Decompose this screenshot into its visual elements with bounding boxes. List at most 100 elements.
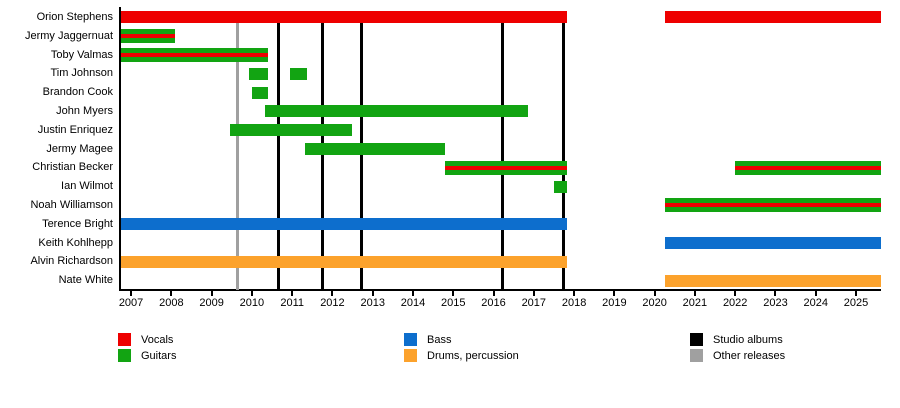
studio-album-line [561,21,565,290]
x-tick-label: 2016 [481,297,506,309]
x-tick [492,290,495,296]
member-bar-guitars [121,48,269,62]
x-tick-label: 2013 [360,297,385,309]
other-release-line [236,21,240,290]
x-tick-label: 2012 [320,297,345,309]
legend-label: Vocals [141,333,174,346]
member-label: Terence Bright [42,217,113,230]
x-tick-label: 2023 [763,297,788,309]
legend-swatch-bass [404,333,417,346]
y-axis [119,7,121,291]
x-tick-label: 2007 [118,297,144,309]
member-label: Christian Becker [32,161,113,174]
x-tick [613,290,616,296]
member-label: Toby Valmas [50,48,113,61]
x-tick [170,290,173,296]
member-bar-guitars [248,67,269,80]
x-tick-label: 2010 [239,297,265,309]
member-bar-drums [665,274,881,287]
member-bar-bass [121,218,567,231]
legend-item: Bass [404,332,519,347]
x-tick-label: 2025 [843,297,869,309]
x-tick [411,290,414,296]
legend-column: Studio albums Other releases [690,332,785,364]
x-tick [693,290,696,296]
studio-album-line [321,21,325,290]
member-bar-vocals [665,11,881,24]
x-tick [250,290,253,296]
x-tick-label: 2022 [722,297,748,309]
member-bar-guitars [290,67,308,80]
x-tick [653,290,656,296]
x-tick [573,290,576,296]
legend-swatch-guitars [118,349,131,362]
member-label: Orion Stephens [36,11,113,23]
x-tick [532,290,535,296]
x-tick-label: 2008 [159,297,184,309]
legend-swatch-other_releases [690,349,703,362]
studio-album-line [359,21,363,290]
x-tick [814,290,817,296]
x-axis [119,289,881,291]
legend-label: Drums, percussion [427,349,519,362]
member-label: Noah Williamson [30,199,113,211]
member-bar-guitars [121,29,175,44]
member-label: Jermy Magee [46,142,113,155]
studio-album-line [276,21,280,290]
x-tick [734,290,737,296]
x-tick [855,290,858,296]
vocals-stripe [445,165,567,170]
legend-column: Bass Drums, percussion [404,332,519,364]
x-tick-label: 2017 [521,297,547,309]
vocals-stripe [121,53,269,57]
member-bar-vocals [121,11,567,24]
legend-item: Vocals [118,332,176,347]
member-bar-guitars [265,105,528,118]
member-bar-guitars [445,160,567,175]
legend-label: Other releases [713,349,786,362]
member-label: Nate White [58,274,113,287]
member-label: Keith Kohlhepp [38,236,113,249]
member-label: John Myers [56,105,113,117]
x-tick-label: 2024 [803,297,828,309]
member-bar-guitars [735,160,881,175]
x-tick-label: 2018 [561,297,587,309]
vocals-stripe [735,165,881,170]
x-tick-label: 2015 [441,297,466,309]
member-label: Tim Johnson [50,67,113,80]
member-label: Jermy Jaggernuat [24,29,113,42]
legend-item: Studio albums [690,332,785,347]
x-tick [331,290,334,296]
member-bar-guitars [229,124,352,137]
legend-item: Drums, percussion [404,348,519,363]
legend-column: Vocals Guitars [118,332,176,364]
member-bar-guitars [304,143,446,155]
vocals-stripe [665,203,881,208]
x-tick [130,290,133,296]
legend-label: Bass [427,333,452,346]
x-tick-label: 2019 [602,297,627,309]
member-label: Alvin Richardson [30,255,113,268]
x-tick [452,290,455,296]
member-bar-bass [665,237,881,249]
x-tick-label: 2014 [400,297,426,309]
member-bar-drums [121,255,567,268]
x-tick-label: 2020 [642,297,667,309]
studio-album-line [501,21,505,290]
legend-swatch-studio_albums [690,333,703,346]
vocals-stripe [121,34,175,39]
member-bar-guitars [665,198,881,213]
x-tick [210,290,213,296]
member-label: Brandon Cook [42,86,113,99]
legend-label: Guitars [141,349,177,362]
legend-swatch-vocals [118,333,131,346]
member-label: Ian Wilmot [61,180,113,193]
x-tick-label: 2011 [280,297,304,309]
x-tick [774,290,777,296]
x-tick [291,290,294,296]
x-tick [371,290,374,296]
member-bar-guitars [252,86,269,99]
legend-swatch-drums [404,349,417,362]
member-label: Justin Enriquez [37,123,113,136]
